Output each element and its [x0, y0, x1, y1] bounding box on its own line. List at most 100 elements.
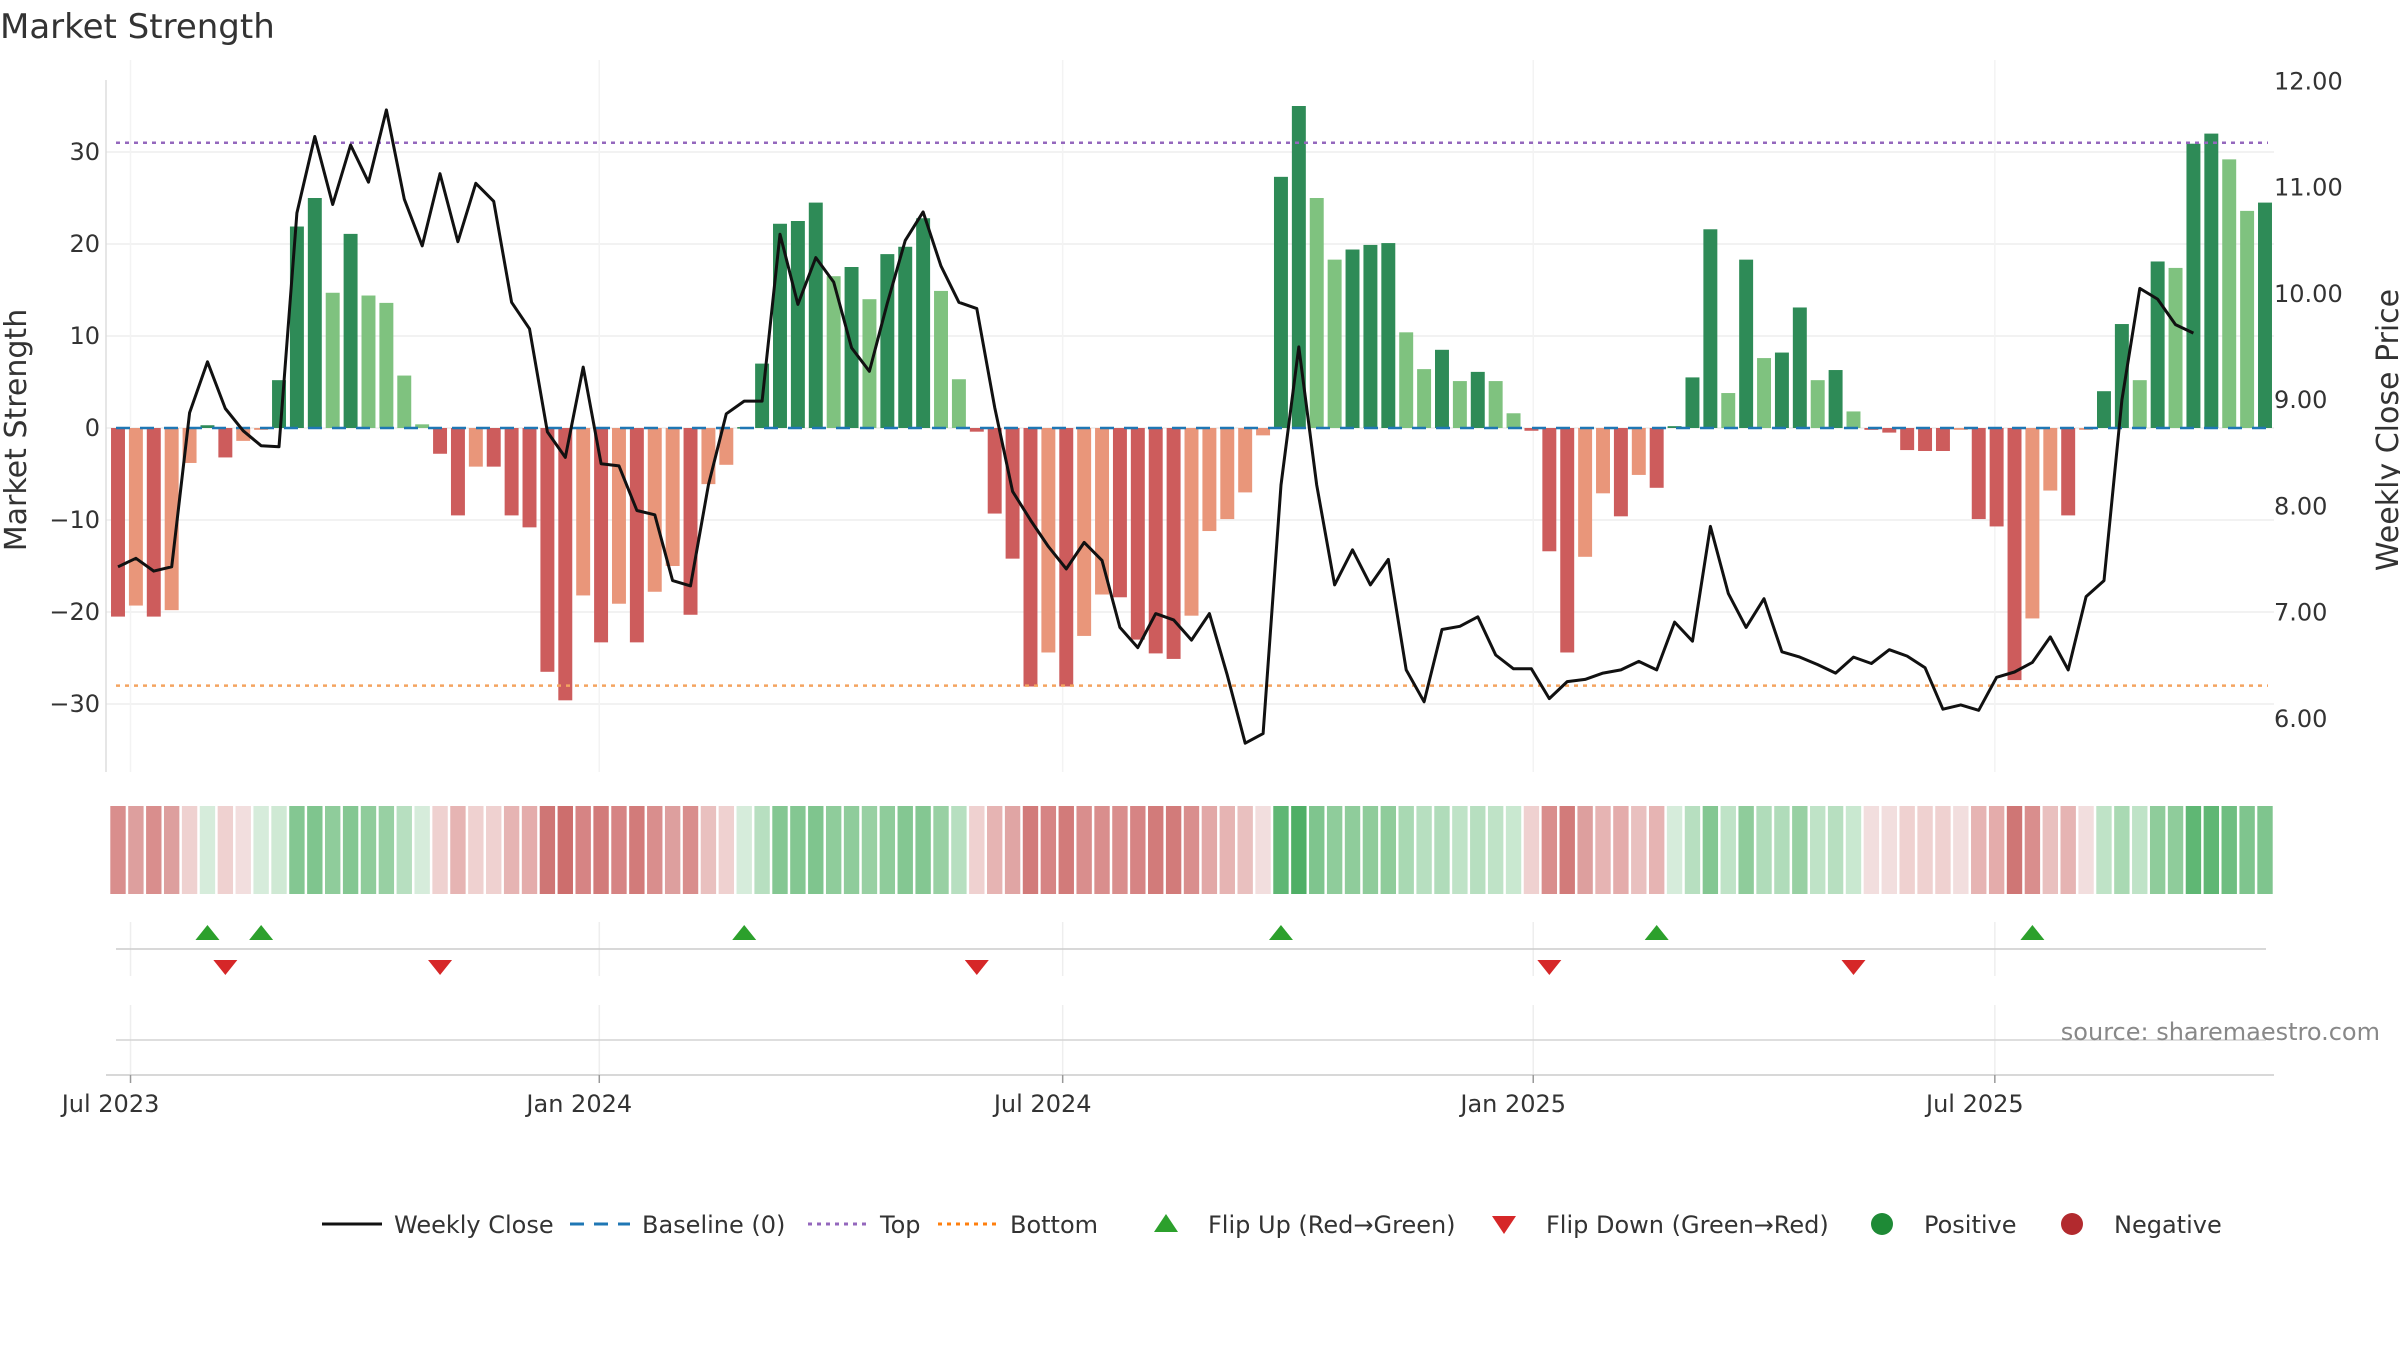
- strip-cell: [503, 806, 520, 894]
- y-tick-label: 0: [85, 414, 100, 442]
- strength-bar: [826, 276, 841, 428]
- strip-cell: [1237, 806, 1253, 894]
- strip-cell: [1971, 806, 1987, 894]
- strength-bar: [1273, 176, 1288, 428]
- strip-cell: [1076, 806, 1092, 894]
- strip-cell: [1255, 806, 1271, 894]
- strength-bar: [504, 428, 519, 516]
- x-tick-label: Jan 2024: [524, 1090, 632, 1118]
- strength-bar: [397, 375, 412, 428]
- strength-bar: [146, 428, 161, 617]
- strip-cell: [1935, 806, 1951, 894]
- strip-cell: [1326, 806, 1343, 894]
- flip-up-marker: [1268, 925, 1293, 940]
- strength-bar: [128, 428, 143, 606]
- strength-bar: [2258, 202, 2272, 428]
- strength-bar: [2114, 324, 2129, 428]
- strip-cell: [1130, 806, 1146, 894]
- strip-cell: [1863, 806, 1880, 894]
- strength-bar: [1417, 369, 1432, 428]
- y-tick-label: −20: [49, 598, 100, 626]
- strength-bar: [647, 428, 662, 592]
- strength-bar: [916, 218, 931, 428]
- strength-bar: [415, 424, 430, 428]
- legend-item: Weekly Close: [322, 1211, 554, 1239]
- strip-cell: [843, 806, 860, 894]
- legend-item: Top: [808, 1211, 921, 1239]
- strip-cell: [181, 806, 198, 894]
- strength-bar: [540, 428, 555, 672]
- strip-cell: [1201, 806, 1218, 894]
- strength-bar: [2043, 428, 2058, 491]
- flip-up-marker: [732, 925, 757, 940]
- x-tick-label: Jul 2025: [1924, 1090, 2024, 1118]
- strip-cell: [682, 806, 699, 894]
- legend-item: Flip Up (Red→Green): [1154, 1211, 1456, 1239]
- strength-bar: [2222, 159, 2237, 429]
- strip-cell: [647, 806, 663, 894]
- strip-cell: [2239, 806, 2255, 894]
- chart-title: Market Strength: [0, 7, 275, 47]
- strip-cell: [861, 806, 878, 894]
- strength-bar: [951, 379, 966, 428]
- y-tick-label: 10: [69, 322, 100, 350]
- legend-label: Flip Up (Red→Green): [1208, 1211, 1456, 1239]
- strength-bar: [594, 428, 609, 643]
- strip-cell: [1505, 806, 1522, 894]
- strength-bar: [2096, 391, 2111, 428]
- strip-cell: [736, 806, 752, 894]
- flip-down-marker: [428, 960, 453, 975]
- strip-cell: [1881, 806, 1897, 894]
- strip-cell: [1988, 806, 2005, 894]
- strip-cell: [1827, 806, 1844, 894]
- strip-cell: [1577, 806, 1593, 894]
- legend-item: Positive: [1871, 1211, 2017, 1239]
- strip-cell: [1559, 806, 1575, 894]
- strength-bar: [1077, 428, 1092, 636]
- strength-bar: [1309, 198, 1324, 428]
- strip-cell: [879, 806, 896, 894]
- strength-bar: [1184, 428, 1199, 616]
- strip-cell: [1487, 806, 1504, 894]
- strip-cell: [163, 806, 180, 894]
- strip-cell: [1756, 806, 1772, 894]
- strength-bar: [2240, 210, 2255, 428]
- strip-cell: [1040, 806, 1057, 894]
- strip-cell: [1148, 806, 1164, 894]
- strength-bar: [790, 221, 805, 428]
- strip-cell: [754, 806, 770, 894]
- strip-cell: [1309, 806, 1325, 894]
- strip-cell: [772, 806, 788, 894]
- strength-bar: [1095, 428, 1110, 595]
- strength-bar: [1667, 426, 1682, 428]
- strength-bar: [1631, 428, 1646, 475]
- strength-bar: [880, 254, 895, 428]
- strength-bar: [1560, 428, 1575, 653]
- legend-label: Negative: [2114, 1211, 2222, 1239]
- strip-cell: [1720, 806, 1736, 894]
- strip-cell: [2024, 806, 2041, 894]
- strength-bar: [969, 428, 984, 432]
- legend-label: Positive: [1924, 1211, 2017, 1239]
- flip-down-marker: [964, 960, 989, 975]
- strip-cell: [933, 806, 949, 894]
- strength-bar: [486, 428, 501, 467]
- strength-bar: [1291, 106, 1306, 428]
- strength-bar: [558, 428, 573, 701]
- strength-bar: [2186, 143, 2201, 428]
- strip-cell: [951, 806, 967, 894]
- flip-markers-panel: [116, 922, 2266, 976]
- strip-cell: [1219, 806, 1235, 894]
- strip-cell: [557, 806, 573, 894]
- strip-cell: [1004, 806, 1021, 894]
- strength-bar: [629, 428, 644, 643]
- strip-cell: [539, 806, 556, 894]
- strength-bar: [1989, 428, 2004, 527]
- main-grid: [106, 60, 2274, 772]
- strip-cell: [575, 806, 591, 894]
- strength-bar: [379, 302, 394, 428]
- strip-cell: [1344, 806, 1361, 894]
- strip-cell: [969, 806, 985, 894]
- strength-bar: [1828, 370, 1843, 428]
- flip-up-marker: [195, 925, 220, 940]
